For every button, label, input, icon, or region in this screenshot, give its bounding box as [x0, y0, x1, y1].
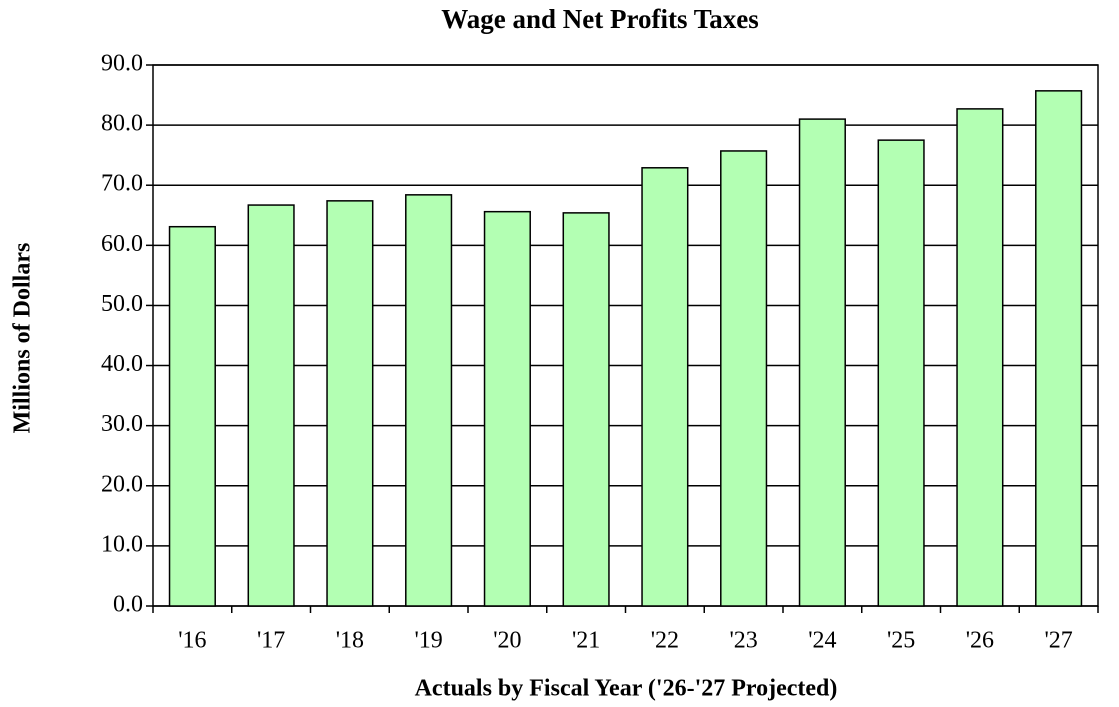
- bar: [326, 200, 374, 607]
- x-tick-label: '27: [1044, 628, 1072, 654]
- bar: [168, 225, 216, 607]
- y-tick-label: 80.0: [101, 111, 143, 137]
- y-tick-label: 0.0: [113, 592, 143, 618]
- x-tick-label: '20: [493, 628, 521, 654]
- plot-frame: [152, 64, 1099, 607]
- x-tick-label: '19: [414, 628, 442, 654]
- y-tick-label: 30.0: [101, 411, 143, 437]
- chart-title: Wage and Net Profits Taxes: [441, 4, 759, 34]
- y-tick-label: 60.0: [101, 231, 143, 257]
- x-tick-label: '18: [336, 628, 364, 654]
- bar: [1035, 90, 1083, 607]
- y-axis-label: Millions of Dollars: [10, 243, 36, 434]
- x-tick-label: '17: [257, 628, 285, 654]
- x-tick-label: '23: [729, 628, 757, 654]
- x-axis-label: Actuals by Fiscal Year ('26-'27 Projecte…: [415, 676, 838, 702]
- x-tick-label: '16: [178, 628, 206, 654]
- y-tick-label: 40.0: [101, 351, 143, 377]
- x-tick-label: '26: [966, 628, 994, 654]
- x-tick-label: '22: [651, 628, 679, 654]
- bar: [405, 194, 453, 607]
- bar: [483, 210, 531, 607]
- bar: [798, 118, 846, 607]
- y-tick-label: 20.0: [101, 471, 143, 497]
- x-tick-label: '21: [572, 628, 600, 654]
- bar: [877, 139, 925, 607]
- y-tick-label: 50.0: [101, 291, 143, 317]
- bar: [720, 150, 768, 607]
- y-tick-label: 70.0: [101, 171, 143, 197]
- y-tick-label: 90.0: [101, 51, 143, 77]
- y-tick-label: 10.0: [101, 531, 143, 557]
- bar: [247, 204, 295, 607]
- bar: [641, 167, 689, 607]
- x-tick-label: '25: [887, 628, 915, 654]
- x-tick-label: '24: [808, 628, 836, 654]
- bar: [562, 212, 610, 607]
- bar: [956, 108, 1004, 607]
